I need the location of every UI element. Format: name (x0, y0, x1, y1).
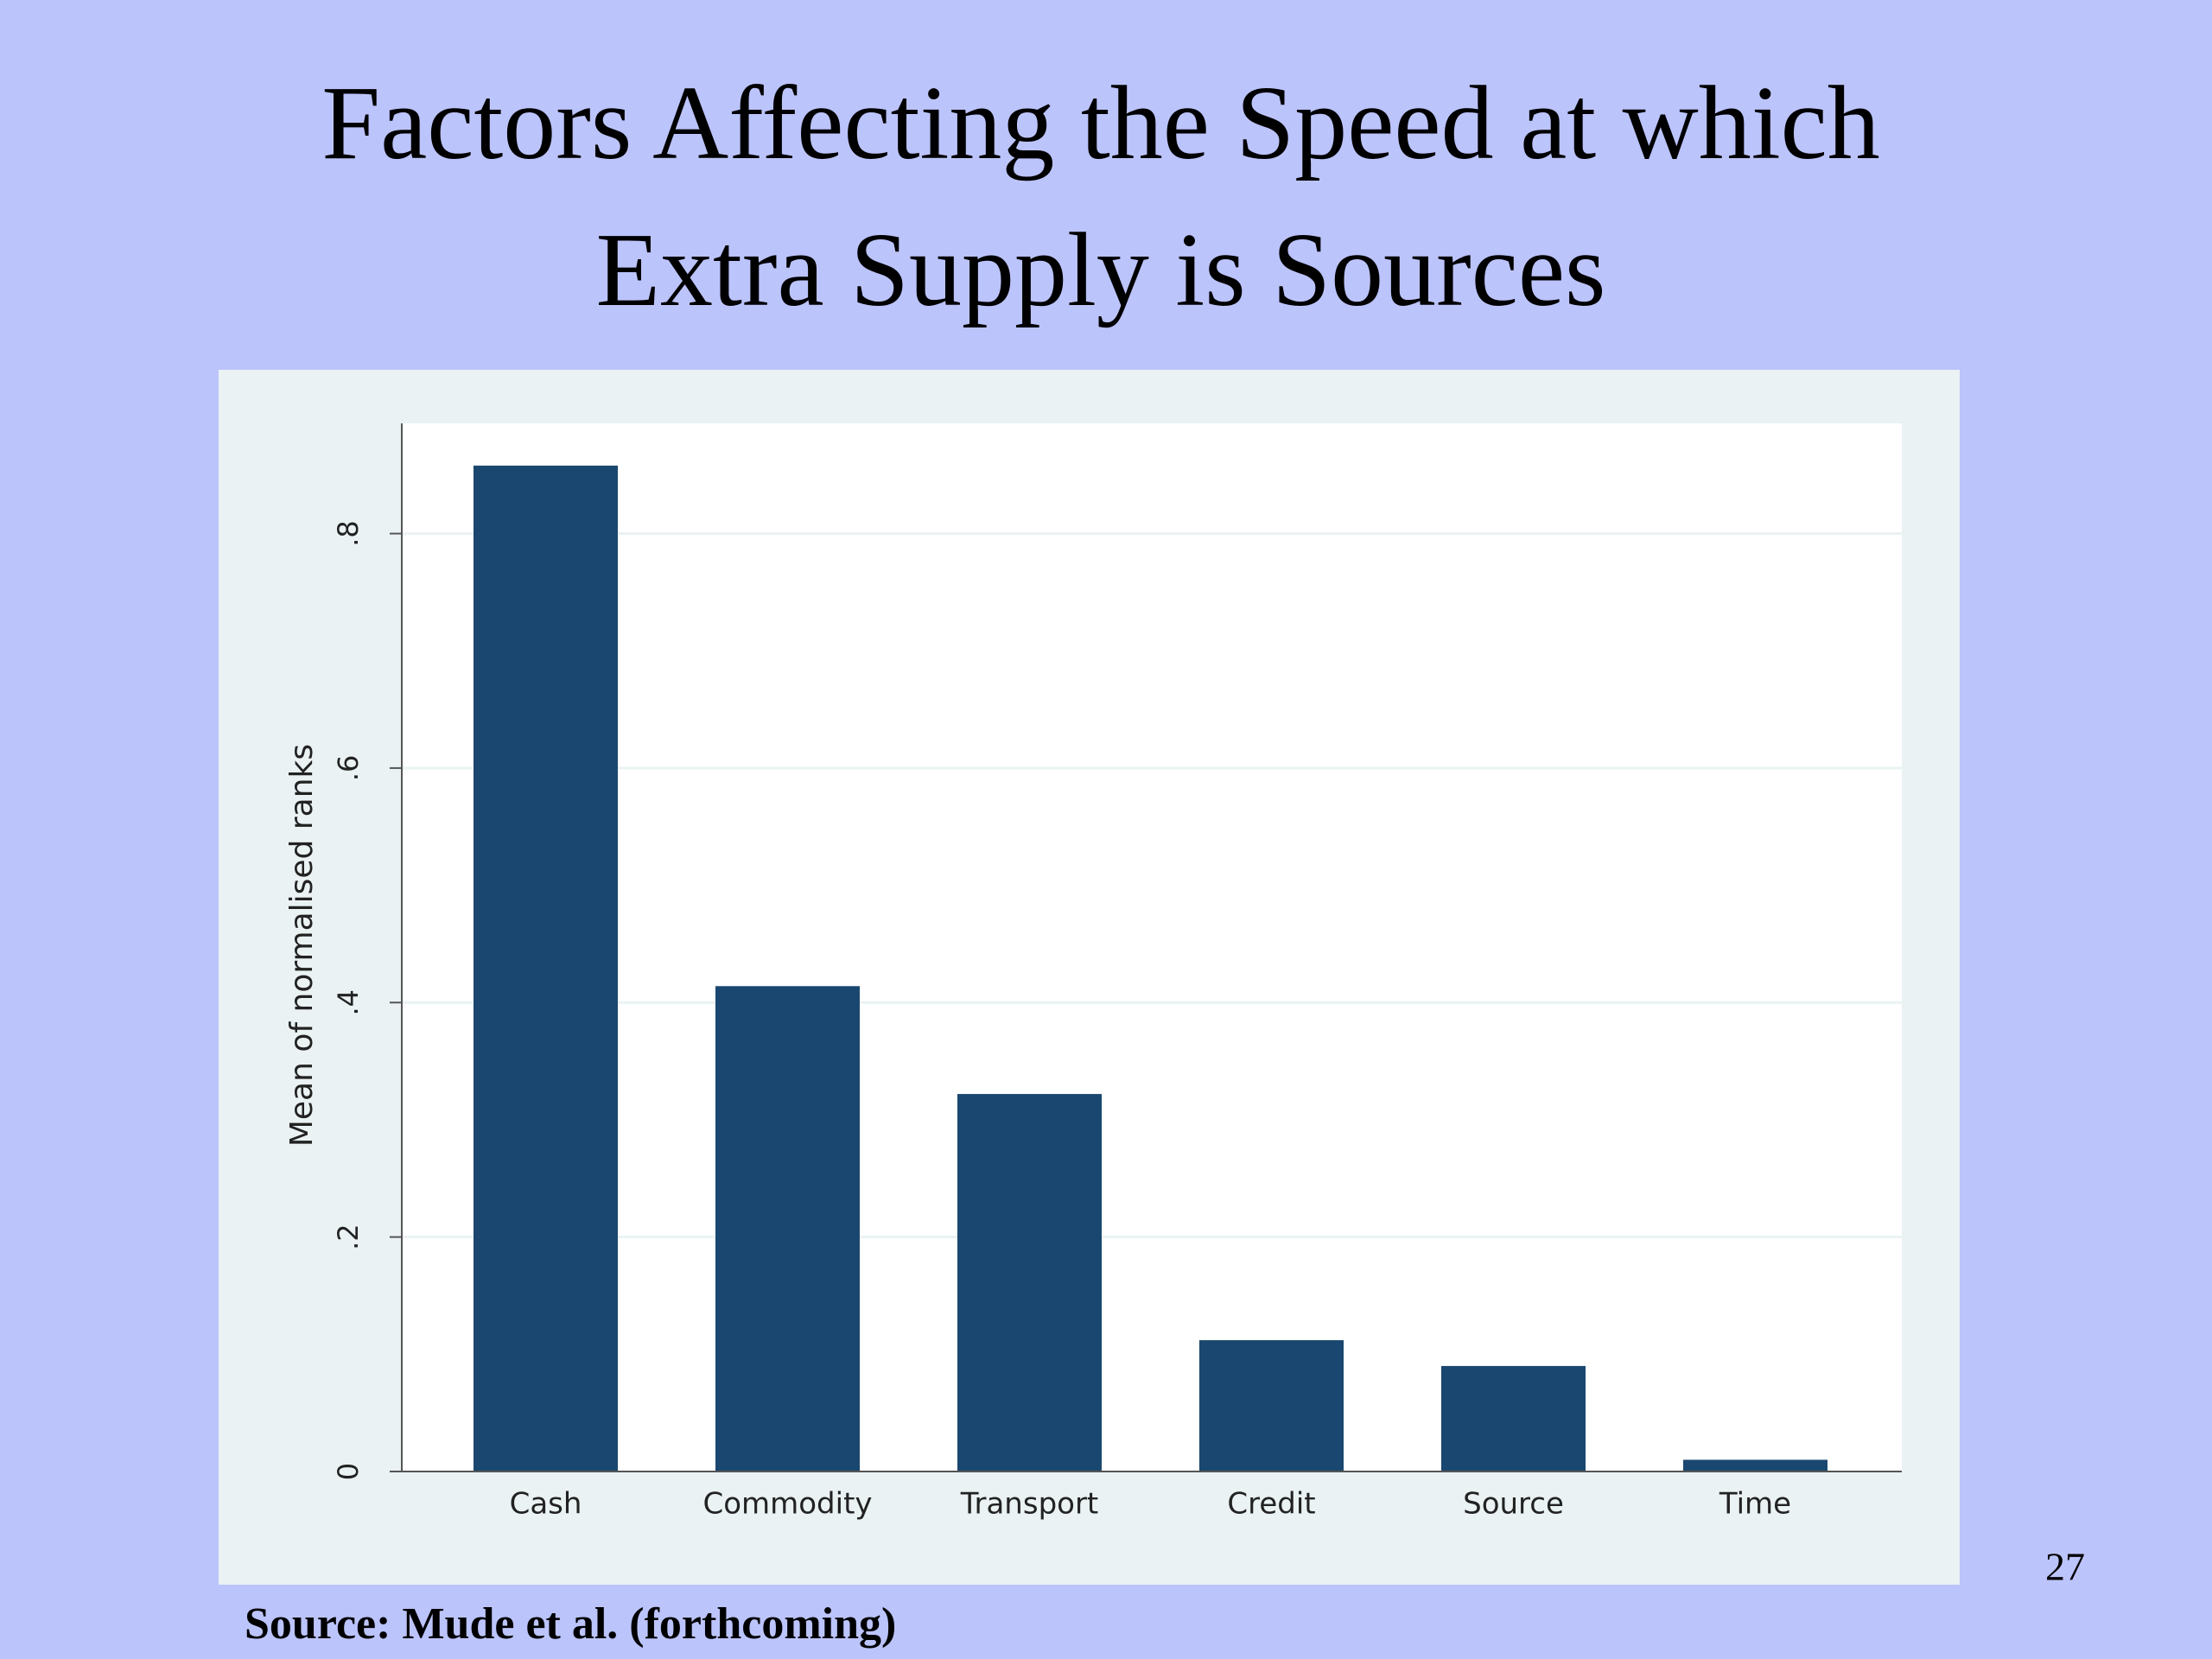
plot-area (402, 423, 1902, 1471)
source-note: Source: Mude et al. (forthcoming) (245, 1599, 896, 1649)
x-tick-label: Transport (960, 1487, 1099, 1522)
title-line: Factors Affecting the Speed at which (321, 65, 1880, 181)
x-tick-label: Commodity (702, 1487, 872, 1522)
y-tick-label: .8 (332, 520, 365, 547)
bar (474, 465, 618, 1471)
x-tick-label: Time (1719, 1487, 1791, 1522)
page-number: 27 (2045, 1545, 2085, 1589)
y-axis-label: Mean of normalised ranks (284, 744, 320, 1147)
plot: 0 .2 .4 .6 .8 Cash Commodity Transport Credit Sou… (332, 423, 1902, 1522)
y-tick-label: 0 (332, 1463, 365, 1480)
bar (1441, 1365, 1586, 1471)
bar (1683, 1459, 1827, 1471)
x-tick-label: Source (1463, 1487, 1564, 1522)
x-tick-label: Credit (1227, 1487, 1315, 1522)
bar (957, 1094, 1102, 1471)
title-line: Extra Supply is Sources (595, 212, 1605, 328)
y-tick-label: .4 (332, 989, 365, 1016)
x-tick-label: Cash (510, 1487, 582, 1522)
bar (1199, 1340, 1344, 1471)
y-tick-label: .2 (332, 1224, 365, 1250)
bar (715, 986, 860, 1471)
y-tick-label: .6 (332, 755, 365, 782)
